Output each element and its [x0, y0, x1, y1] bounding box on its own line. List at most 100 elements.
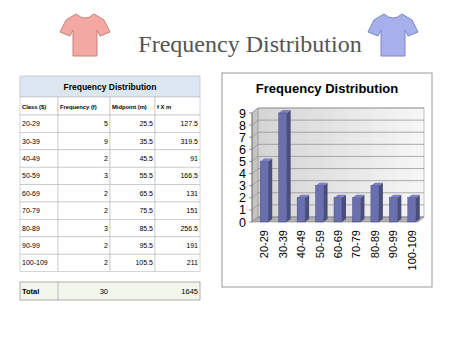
page: Frequency Distribution Frequency Distribu…	[0, 0, 474, 355]
y-tick	[249, 209, 252, 210]
table-cell	[20, 219, 58, 236]
total-divider	[58, 282, 59, 300]
table-cell	[110, 202, 155, 219]
y-tick	[249, 137, 252, 138]
bar-top	[260, 158, 272, 161]
slide-title: Frequency Distribution	[138, 31, 361, 57]
x-tick-label: 80-89	[369, 230, 381, 258]
bar-top	[389, 195, 401, 198]
table-cell	[110, 132, 155, 149]
table-cell	[155, 254, 200, 271]
table-cell	[155, 115, 200, 132]
cell-text: 91	[190, 155, 198, 162]
y-tick	[249, 113, 252, 114]
shirt-icon	[368, 14, 418, 56]
column-header: Class ($)	[22, 104, 46, 110]
cell-text: 105.5	[135, 259, 153, 266]
chart-title: Frequency Distribution	[256, 81, 398, 96]
cell-text: 2	[104, 259, 108, 266]
table-cell	[155, 185, 200, 202]
table-cell	[58, 167, 110, 184]
column-header: f X m	[157, 104, 171, 110]
bar-side	[397, 195, 401, 222]
cell-text: 30-39	[22, 138, 40, 145]
total-frequency: 30	[100, 287, 108, 296]
y-axis	[252, 113, 253, 222]
x-tick-label: 100-109	[406, 230, 418, 270]
cell-text: 2	[104, 207, 108, 214]
y-tick-label: 5	[239, 155, 246, 169]
cell-text: 70-79	[22, 207, 40, 214]
cell-text: 256.5	[180, 225, 198, 232]
grid-line	[252, 181, 424, 186]
table-cell	[20, 115, 58, 132]
bar	[260, 161, 268, 222]
cell-text: 319.5	[180, 138, 198, 145]
cell-text: 90-99	[22, 242, 40, 249]
table-cell	[110, 115, 155, 132]
grid-line	[252, 132, 424, 137]
x-tick-label: 50-59	[314, 230, 326, 258]
x-tick-label: 20-29	[258, 230, 270, 258]
table-cell	[155, 150, 200, 167]
table-cell	[20, 237, 58, 254]
cell-text: 5	[104, 120, 108, 127]
cell-text: 20-29	[22, 120, 40, 127]
column-header: Frequency (f)	[60, 104, 97, 110]
y-tick-label: 7	[239, 131, 246, 145]
bar-top	[334, 195, 346, 198]
header-cell	[58, 97, 110, 115]
y-tick-label: 0	[239, 216, 246, 230]
table-cell	[110, 167, 155, 184]
column-header: Midpoint (m)	[112, 104, 147, 110]
table-cell	[58, 202, 110, 219]
bars	[260, 110, 420, 222]
bar-top	[371, 183, 383, 186]
table-cell	[20, 167, 58, 184]
table-cell	[58, 115, 110, 132]
y-tick-label: 2	[239, 191, 246, 205]
table-cell	[110, 185, 155, 202]
total-row	[20, 282, 200, 300]
bar-side	[342, 195, 346, 222]
cell-text: 65.5	[139, 190, 153, 197]
cell-text: 3	[104, 172, 108, 179]
y-tick-label: 3	[239, 179, 246, 193]
cell-text: 127.5	[180, 120, 198, 127]
cell-text: 95.5	[139, 242, 153, 249]
bar	[408, 198, 416, 222]
bar	[371, 186, 379, 222]
bar-side	[268, 158, 272, 222]
table-cell	[20, 185, 58, 202]
table-cell	[58, 219, 110, 236]
cell-text: 9	[104, 138, 108, 145]
grid-line	[252, 120, 424, 125]
table-cell	[20, 254, 58, 271]
x-tick-label: 60-69	[332, 230, 344, 258]
table-cell	[58, 237, 110, 254]
x-tick-label: 70-79	[350, 230, 362, 258]
cell-text: 55.5	[139, 172, 153, 179]
cell-text: 80-89	[22, 225, 40, 232]
bar	[316, 186, 324, 222]
cell-text: 2	[104, 155, 108, 162]
header-cell	[20, 97, 58, 115]
cell-text: 75.5	[139, 207, 153, 214]
table-cell	[20, 150, 58, 167]
bar-top	[316, 183, 328, 186]
x-tick-label: 90-99	[387, 230, 399, 258]
header-cell	[110, 97, 155, 115]
grid-line	[252, 169, 424, 174]
total-fxm: 1645	[181, 287, 198, 296]
x-tick-label: 40-49	[295, 230, 307, 258]
y-tick-label: 8	[239, 119, 246, 133]
cell-text: 191	[186, 242, 198, 249]
table-cell	[58, 185, 110, 202]
total-label: Total	[22, 287, 39, 296]
cell-text: 35.5	[139, 138, 153, 145]
bar	[279, 113, 287, 222]
table-cell	[58, 254, 110, 271]
bar-top	[408, 195, 420, 198]
table-cell	[155, 219, 200, 236]
table-cell	[110, 150, 155, 167]
